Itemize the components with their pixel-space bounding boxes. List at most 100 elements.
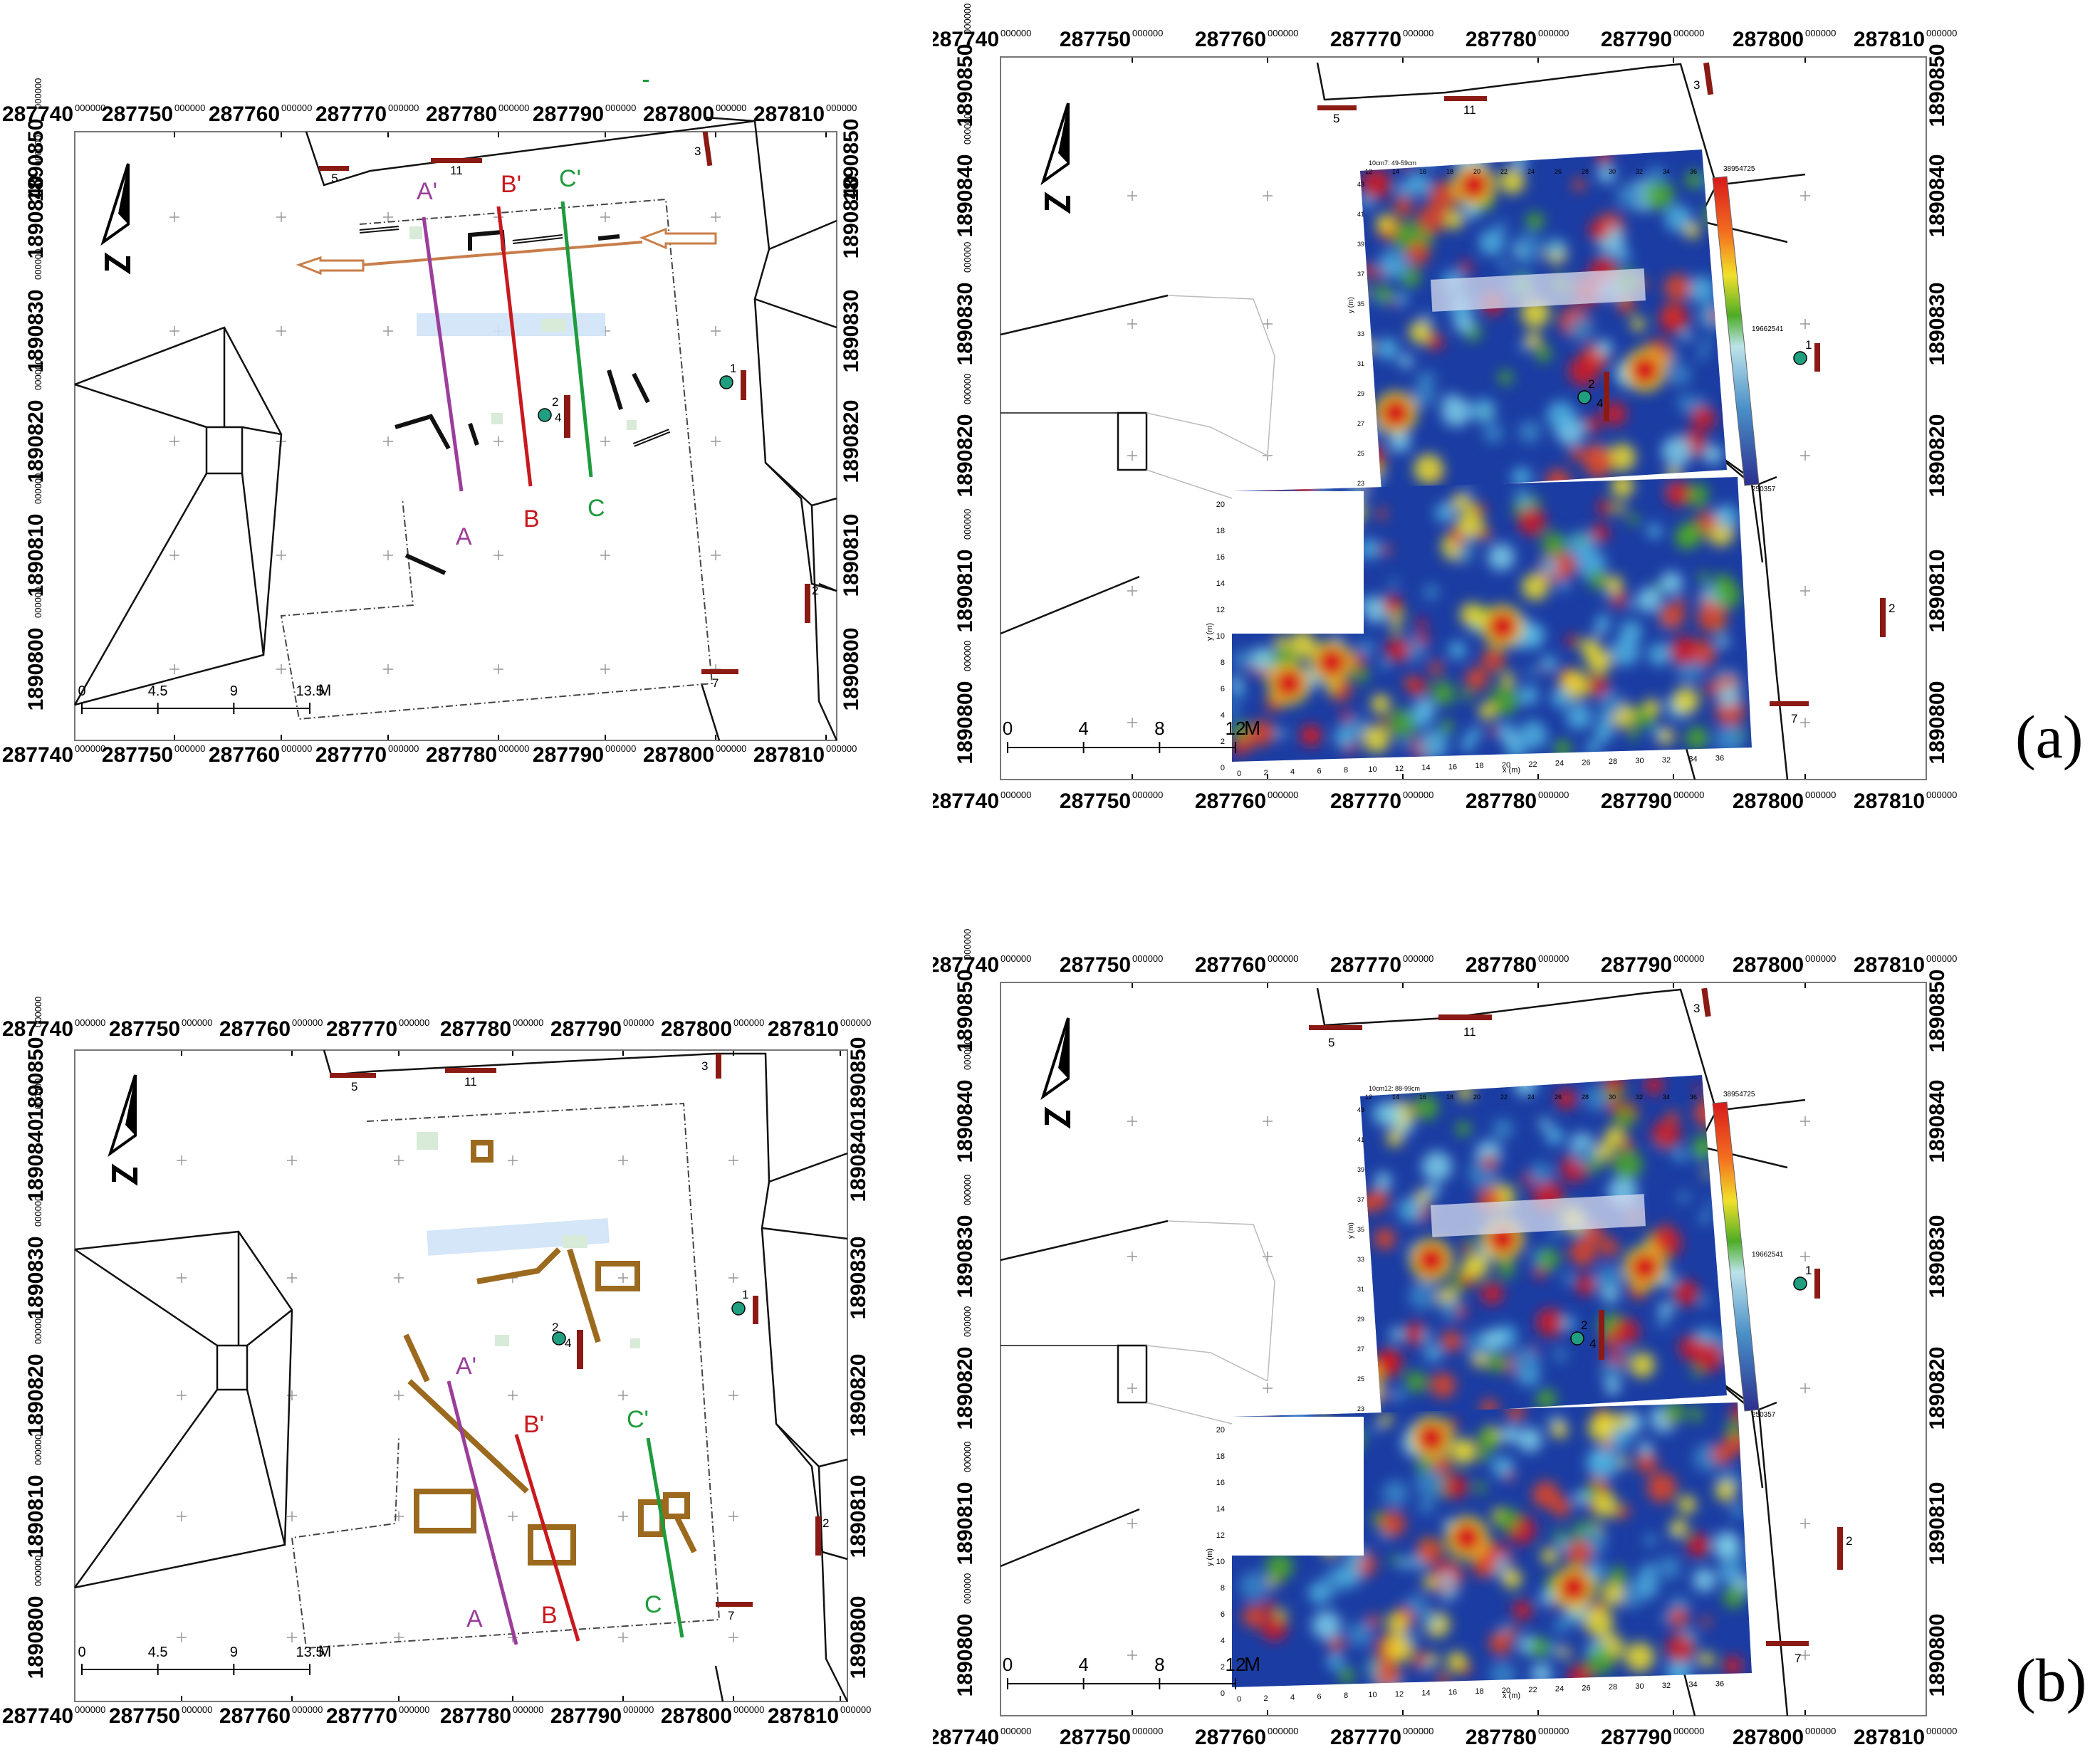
- x-tick-sup: 000000: [75, 743, 105, 754]
- x-tick-sup: 000000: [1926, 790, 1957, 800]
- svg-text:2: 2: [822, 1516, 829, 1530]
- y-tick-label: 1890850: [954, 44, 977, 127]
- x-tick-sup: 000000: [1268, 1726, 1298, 1736]
- x-tick-label: 287750: [109, 1017, 180, 1041]
- gpr-lower-y-tick: 14: [1216, 1505, 1225, 1514]
- y-tick-sup: 000000: [962, 509, 973, 540]
- x-tick-sup: 000000: [826, 743, 857, 754]
- x-tick-sup: 000000: [1538, 28, 1569, 38]
- gpr-lower-y-tick: 16: [1216, 553, 1225, 562]
- gpr-upper-x-tick: 26: [1555, 168, 1562, 175]
- y-tick-label: 1890830: [24, 290, 48, 373]
- map-panel-b-right: 287740 000000 287750 000000 287760 000000 2877…: [928, 925, 2001, 1762]
- scale-bar: 0 4 8 12M: [1003, 1653, 1260, 1689]
- gpr-upper-x-tick: 14: [1392, 168, 1399, 175]
- svg-text:7: 7: [728, 1609, 734, 1622]
- map-panel-a-left: 287740 000000 287750 000000 287760 000000 2877…: [0, 0, 883, 787]
- patch-blue: [427, 1218, 610, 1256]
- x-tick-label: 287780: [426, 743, 497, 767]
- x-tick-sup: 000000: [605, 103, 636, 113]
- gpr-lower-y-tick: 4: [1221, 711, 1225, 720]
- gpr-upper-title: 10cm12: 88-99cm: [1369, 1085, 1420, 1092]
- numbered-features: 5 11 3 1 2 2 4 7: [1309, 987, 1852, 1665]
- y-tick-label: 1890800: [1926, 1614, 1949, 1697]
- x-tick-label: 287770: [326, 1017, 397, 1041]
- y-tick-label: 1890830: [1926, 1215, 1949, 1299]
- feature-label: 2: [812, 584, 818, 597]
- x-tick-label: 287810: [1854, 953, 1925, 977]
- scale-tick-label: 4.5: [148, 683, 168, 699]
- y-tick-sup: 000000: [962, 374, 973, 404]
- gpr-upper-slice: [1360, 150, 1727, 491]
- x-tick-label: 287740: [2, 1704, 73, 1728]
- y-tick-label: 1890820: [1926, 1347, 1949, 1430]
- y-tick-sup: 000000: [33, 1313, 43, 1344]
- x-tick-sup: 000000: [513, 1704, 543, 1715]
- x-tick-sup: 000000: [1132, 790, 1163, 800]
- x-tick-label: 287780: [1466, 1726, 1537, 1749]
- x-tick-sup: 000000: [75, 1017, 105, 1028]
- y-tick-label: 1890800: [24, 1596, 48, 1679]
- y-tick-label: 1890810: [847, 1475, 870, 1558]
- x-tick-label: 287740: [2, 103, 73, 126]
- gpr-upper-y-tick: 41: [1357, 1136, 1364, 1143]
- gpr-lower-x-tick: 18: [1475, 1687, 1483, 1696]
- profile-end-label: C': [627, 1406, 649, 1433]
- svg-text:11: 11: [464, 1075, 477, 1089]
- x-tick-label: 287760: [1195, 953, 1266, 977]
- gpr-lower-x-tick: 2: [1263, 1694, 1268, 1703]
- gpr-upper-x-tick: 16: [1419, 1094, 1426, 1101]
- section-line-orange: [296, 227, 717, 276]
- feature-label: 1: [730, 362, 736, 375]
- gpr-upper-x-tick: 28: [1582, 1094, 1589, 1101]
- x-tick-label: 287740: [933, 28, 999, 51]
- y-tick-label: 1890810: [1926, 550, 1949, 633]
- y-tick-label: 1890850: [1926, 970, 1949, 1053]
- feature-label: 2: [552, 395, 558, 409]
- y-tick-label: 1890800: [24, 628, 48, 711]
- y-tick-sup: 000000: [33, 78, 43, 109]
- scale-tick-label: 0: [78, 1645, 85, 1660]
- x-tick-label: 287780: [1466, 28, 1537, 51]
- x-tick-sup: 000000: [182, 1017, 212, 1028]
- x-tick-label: 287740: [2, 1017, 73, 1041]
- y-tick-label: 1890840: [954, 1080, 977, 1163]
- x-tick-sup: 000000: [1926, 28, 1957, 38]
- gpr-map: 287740 000000 287750 000000 287760 000000 2877…: [928, 925, 2001, 1758]
- gpr-upper-x-tick: 18: [1446, 168, 1453, 175]
- gpr-upper-x-tick: 22: [1500, 168, 1508, 175]
- svg-text:1: 1: [1805, 1264, 1812, 1277]
- y-tick-sup: 000000: [33, 360, 43, 390]
- x-tick-label: 287750: [1060, 790, 1131, 813]
- gpr-upper-title: 10cm7: 49-59cm: [1369, 159, 1416, 167]
- x-tick-label: 287780: [440, 1017, 511, 1041]
- caption-a: (a): [2015, 703, 2084, 771]
- y-tick-sup: 000000: [33, 1079, 43, 1109]
- x-tick-label: 287750: [102, 103, 173, 126]
- gpr-lower-x-tick: 34: [1688, 1681, 1697, 1689]
- svg-text:19662541: 19662541: [1752, 325, 1784, 333]
- x-tick-sup: 000000: [1001, 953, 1031, 964]
- y-tick-label: 1890850: [1926, 44, 1949, 127]
- profile-line: [560, 201, 593, 478]
- gpr-upper-y-tick: 31: [1357, 360, 1364, 367]
- gpr-upper-x-tick: 34: [1663, 1094, 1670, 1101]
- x-tick-sup: 000000: [292, 1704, 323, 1715]
- x-tick-label: 287740: [933, 1726, 999, 1749]
- gpr-upper-y-tick: 39: [1357, 241, 1364, 248]
- patch-green: [541, 319, 566, 332]
- y-tick-label: 1890820: [24, 1354, 48, 1437]
- x-tick-sup: 000000: [292, 1017, 323, 1028]
- x-tick-sup: 000000: [174, 743, 205, 754]
- x-tick-label: 287800: [1733, 28, 1804, 51]
- gpr-upper-x-tick: 12: [1365, 1094, 1372, 1101]
- scale-unit: M: [318, 1642, 331, 1660]
- y-tick-sup: 000000: [962, 114, 973, 145]
